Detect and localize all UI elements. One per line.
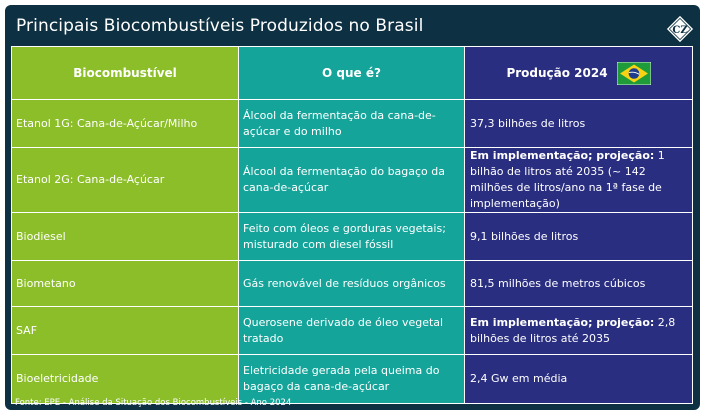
fuel-production: 37,3 bilhões de litros bbox=[464, 99, 693, 148]
fuel-production: 81,5 milhões de metros cúbicos bbox=[464, 260, 693, 307]
cz-logo-icon: CZ bbox=[665, 14, 695, 44]
fuel-production: 2,4 Gw em média bbox=[464, 354, 693, 404]
table-row: Etanol 2G: Cana-de-Açúcar Álcool da ferm… bbox=[11, 147, 693, 213]
table-row: SAF Querosene derivado de óleo vegetal t… bbox=[11, 306, 693, 355]
fuel-name: SAF bbox=[11, 306, 239, 355]
header-producao: Produção 2024 bbox=[464, 46, 693, 100]
production-value: 9,1 bilhões de litros bbox=[470, 229, 579, 243]
fuel-name: Etanol 1G: Cana-de-Açúcar/Milho bbox=[11, 99, 239, 148]
fuel-description: Eletricidade gerada pela queima do bagaç… bbox=[238, 354, 465, 404]
fuel-description: Feito com óleos e gorduras vegetais; mis… bbox=[238, 212, 465, 261]
header-producao-label: Produção 2024 bbox=[506, 66, 608, 80]
table-header-row: Biocombustível O que é? Produção 2024 bbox=[11, 46, 693, 100]
infographic-card: Principais Biocombustíveis Produzidos no… bbox=[5, 5, 700, 410]
production-value: 2,4 Gw em média bbox=[470, 372, 568, 385]
fuel-name: Etanol 2G: Cana-de-Açúcar bbox=[11, 147, 239, 213]
fuel-description: Gás renovável de resíduos orgânicos bbox=[238, 260, 465, 307]
production-value: 37,3 bilhões de litros bbox=[470, 116, 586, 130]
fuel-production: 9,1 bilhões de litros bbox=[464, 212, 693, 261]
header-biocombustivel: Biocombustível bbox=[11, 46, 239, 100]
fuel-description: Álcool da fermentação do bagaço da cana-… bbox=[238, 147, 465, 213]
fuel-name: Biometano bbox=[11, 260, 239, 307]
production-value: 81,5 milhões de metros cúbicos bbox=[470, 276, 646, 290]
fuel-production: Em implementação; projeção: 1 bilhão de … bbox=[464, 147, 693, 213]
table-row: Biodiesel Feito com óleos e gorduras veg… bbox=[11, 212, 693, 261]
biofuels-table: Biocombustível O que é? Produção 2024 bbox=[11, 46, 693, 404]
fuel-name: Bioeletricidade bbox=[11, 354, 239, 404]
page-title: Principais Biocombustíveis Produzidos no… bbox=[16, 16, 424, 36]
production-status: Em implementação; projeção: bbox=[470, 315, 655, 329]
header-o-que-e: O que é? bbox=[238, 46, 465, 100]
source-note: Fonte: EPE - Análise da Situação dos Bio… bbox=[15, 398, 292, 408]
logo-text: CZ bbox=[672, 25, 687, 36]
production-value: 2,8 bilhões de litros até 2035 bbox=[470, 315, 676, 345]
fuel-name: Biodiesel bbox=[11, 212, 239, 261]
production-status: Em implementação; projeção: bbox=[470, 149, 655, 162]
table-row: Etanol 1G: Cana-de-Açúcar/Milho Álcool d… bbox=[11, 99, 693, 148]
fuel-description: Querosene derivado de óleo vegetal trata… bbox=[238, 306, 465, 355]
table-row: Bioeletricidade Eletricidade gerada pela… bbox=[11, 354, 693, 404]
fuel-production: Em implementação; projeção: 2,8 bilhões … bbox=[464, 306, 693, 355]
production-value: 1 bilhão de litros até 2035 (~ 142 milhõ… bbox=[470, 149, 665, 210]
brazil-flag-icon bbox=[616, 61, 651, 85]
fuel-description: Álcool da fermentação da cana-de-açúcar … bbox=[238, 99, 465, 148]
table-row: Biometano Gás renovável de resíduos orgâ… bbox=[11, 260, 693, 307]
